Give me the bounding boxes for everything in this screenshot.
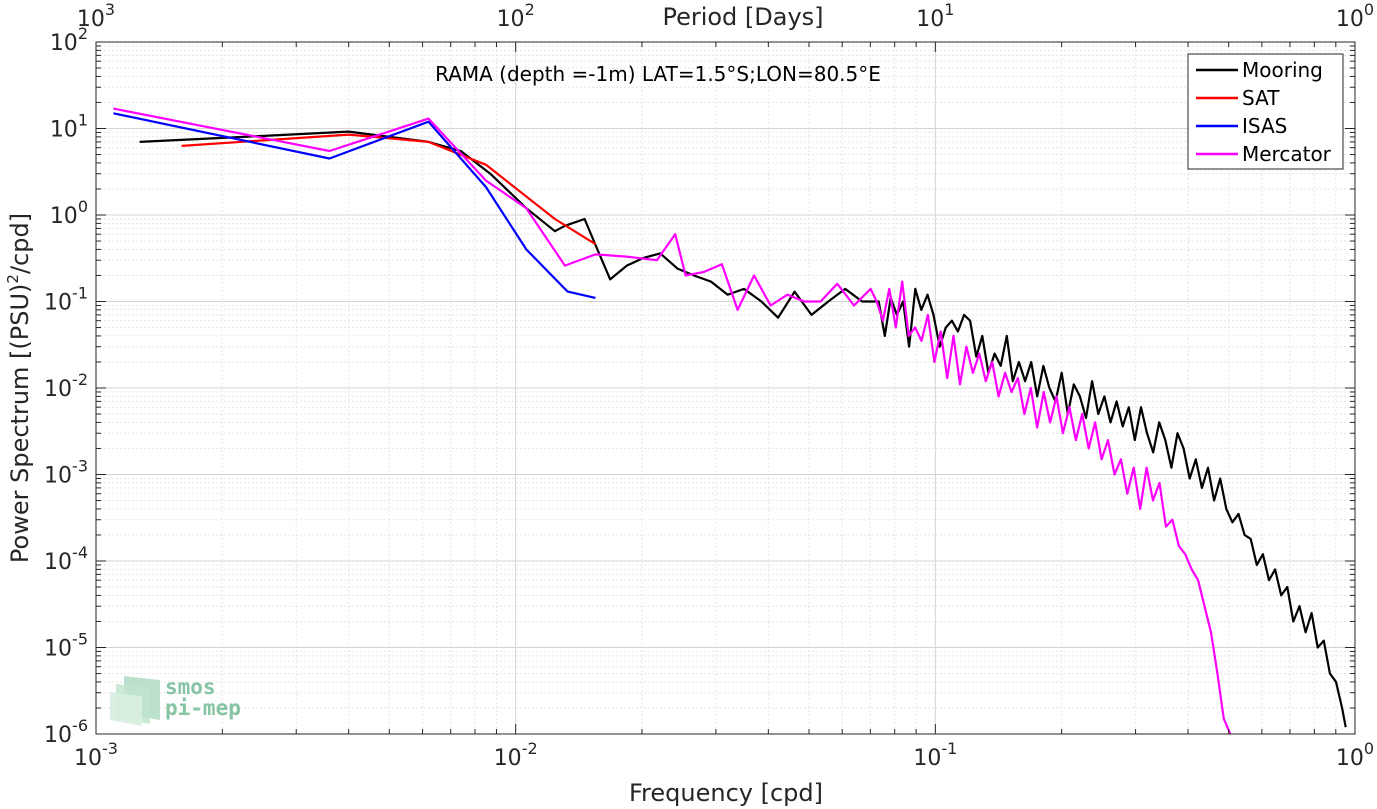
logo-mark-front [110, 692, 142, 726]
legend-box [1187, 53, 1344, 170]
y-tick-label: 102 [50, 24, 88, 56]
series-line-mooring [139, 130, 1347, 728]
x-tick-label: 10-1 [913, 739, 957, 771]
legend-label-mooring: Mooring [1242, 58, 1323, 82]
y-tick-label: 10-2 [44, 370, 88, 402]
x2-tick-label: 103 [77, 0, 115, 32]
y-tick-label: 10-5 [44, 630, 88, 662]
legend: Mooring SAT ISAS Mercator [1187, 53, 1344, 170]
x-axis-label: Frequency [cpd] [629, 779, 823, 807]
x-tick-label: 100 [1336, 739, 1374, 771]
logo-line-2: pi-mep [165, 696, 241, 720]
series-lines [113, 107, 1347, 735]
x-tick-label: 10-2 [494, 739, 538, 771]
x-tick-label: 10-3 [74, 739, 118, 771]
grid [95, 41, 1356, 735]
y-tick-label: 101 [50, 111, 88, 143]
y-tick-label: 10-4 [44, 543, 88, 575]
x2-tick-label: 102 [497, 0, 535, 32]
y-tick-label: 100 [50, 197, 88, 229]
series-line-mercator [113, 107, 1232, 735]
smos-pi-mep-logo: smos pi-mep [110, 675, 241, 726]
top-axis-label: Period [Days] [662, 3, 823, 31]
series-line-isas [113, 112, 596, 299]
x2-tick-label: 101 [916, 0, 954, 32]
tick-marks [95, 41, 1356, 735]
y-axis-label: Power Spectrum [(PSU)2/cpd] [4, 213, 34, 563]
y-tick-label: 10-6 [44, 716, 88, 748]
logo-line-1: smos [165, 675, 216, 699]
legend-label-isas: ISAS [1242, 114, 1287, 138]
chart-title: RAMA (depth =-1m) LAT=1.5°S;LON=80.5°E [435, 62, 881, 86]
y-tick-label: 10-1 [44, 284, 88, 316]
legend-label-mercator: Mercator [1242, 142, 1332, 166]
legend-label-sat: SAT [1242, 86, 1280, 110]
x2-tick-label: 100 [1336, 0, 1374, 32]
y-tick-label: 10-3 [44, 457, 88, 489]
